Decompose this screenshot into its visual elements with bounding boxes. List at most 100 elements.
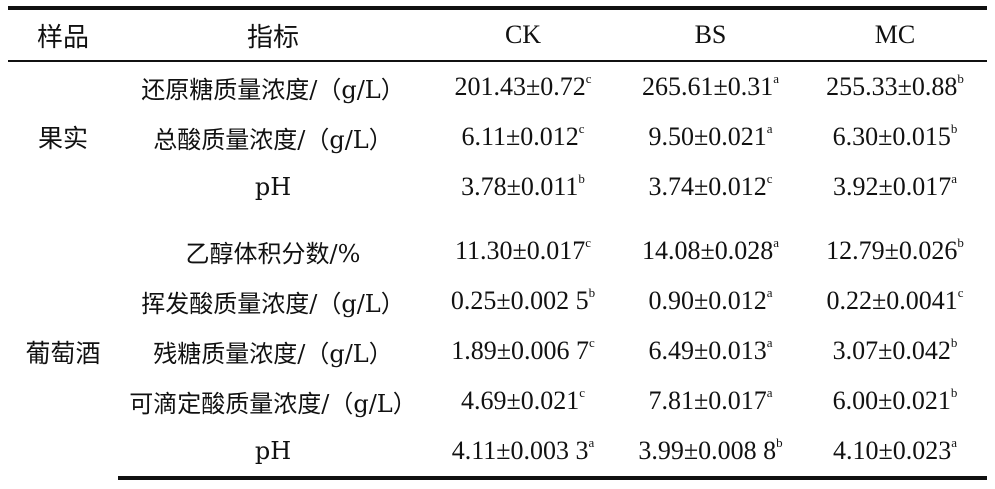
significance-letter: b xyxy=(950,335,958,350)
significance-letter: a xyxy=(951,435,958,450)
measured-value: 1.89±0.006 7 xyxy=(451,336,589,365)
measured-value: 3.92±0.017 xyxy=(832,172,952,201)
significance-letter: a xyxy=(766,285,773,300)
value-cell-ck: 201.43±0.72c xyxy=(428,61,618,112)
significance-letter: c xyxy=(585,235,592,250)
results-table: 样品 指标 CK BS MC 果实 还原糖质量浓度/（g/L） 201.43±0.7… xyxy=(8,6,987,480)
metric-cell: 残糖质量浓度/（g/L） xyxy=(153,339,393,368)
value-cell-bs: 7.81±0.017a xyxy=(618,376,803,426)
spacer-cell xyxy=(618,212,803,226)
measured-value: 3.78±0.011 xyxy=(461,172,579,201)
measured-value: 3.99±0.008 8 xyxy=(638,436,777,465)
measured-value: 4.11±0.003 3 xyxy=(451,436,589,465)
spacer-cell xyxy=(428,212,618,226)
measured-value: 255.33±0.88 xyxy=(826,72,958,101)
significance-letter: c xyxy=(579,385,586,400)
measured-value: 6.00±0.021 xyxy=(832,386,951,415)
significance-letter: a xyxy=(766,335,773,350)
measured-value: 0.25±0.002 5 xyxy=(450,286,589,315)
header-metric: 指标 xyxy=(246,22,299,52)
header-bs: BS xyxy=(694,20,727,49)
table-row: pH 4.11±0.003 3a 3.99±0.008 8b 4.10±0.023a xyxy=(8,426,987,480)
table-row: pH 3.78±0.011b 3.74±0.012c 3.92±0.017a xyxy=(8,162,987,212)
significance-letter: a xyxy=(773,71,780,86)
value-cell-bs: 3.74±0.012c xyxy=(618,162,803,212)
table-row: 可滴定酸质量浓度/（g/L） 4.69±0.021c 7.81±0.017a 6.00… xyxy=(8,376,987,426)
measured-value: 9.50±0.021 xyxy=(648,122,767,151)
significance-letter: a xyxy=(951,171,958,186)
metric-cell: pH xyxy=(254,173,292,201)
metric-cell: 挥发酸质量浓度/（g/L） xyxy=(141,289,405,318)
table-row: 总酸质量浓度/（g/L） 6.11±0.012c 9.50±0.021a 6.30±0… xyxy=(8,112,987,162)
significance-letter: b xyxy=(578,171,585,186)
value-cell-mc: 6.00±0.021b xyxy=(803,376,987,426)
measured-value: 265.61±0.31 xyxy=(641,72,774,101)
value-cell-mc: 255.33±0.88b xyxy=(803,61,987,112)
spacer-cell xyxy=(118,212,428,226)
spacer-cell xyxy=(8,212,118,226)
measured-value: 0.90±0.012 xyxy=(648,286,767,315)
table-header: 样品 指标 CK BS MC xyxy=(8,8,987,61)
significance-letter: a xyxy=(773,235,780,250)
measured-value: 6.11±0.012 xyxy=(461,122,579,151)
value-cell-bs: 0.90±0.012a xyxy=(618,276,803,326)
measured-value: 4.10±0.023 xyxy=(832,436,952,465)
sample-cell: 果实 xyxy=(37,124,88,153)
table-row: 果实 还原糖质量浓度/（g/L） 201.43±0.72c 265.61±0.31a 2… xyxy=(8,61,987,153)
metric-cell: 可滴定酸质量浓度/（g/L） xyxy=(129,389,417,418)
measured-value: 12.79±0.026 xyxy=(826,236,958,265)
value-cell-ck: 1.89±0.006 7c xyxy=(428,326,618,376)
value-cell-ck: 0.25±0.002 5b xyxy=(428,276,618,326)
significance-letter: a xyxy=(588,435,595,450)
value-cell-ck: 3.78±0.011b xyxy=(428,162,618,212)
measured-value: 201.43±0.72 xyxy=(454,72,586,101)
value-cell-mc: 4.10±0.023a xyxy=(803,426,987,480)
table-row: 残糖质量浓度/（g/L） 1.89±0.006 7c 6.49±0.013a 3.07… xyxy=(8,326,987,376)
measured-value: 4.69±0.021 xyxy=(460,386,580,415)
value-cell-ck: 4.11±0.003 3a xyxy=(428,426,618,480)
value-cell-ck: 6.11±0.012c xyxy=(428,112,618,162)
sample-cell: 葡萄酒 xyxy=(25,339,101,368)
measured-value: 6.30±0.015 xyxy=(832,122,951,151)
metric-cell: pH xyxy=(118,426,428,480)
measured-value: 7.81±0.017 xyxy=(648,386,767,415)
measured-value: 0.22±0.0041 xyxy=(826,286,958,315)
value-cell-bs: 14.08±0.028a xyxy=(618,226,803,276)
group-spacer xyxy=(8,212,987,226)
value-cell-mc: 6.30±0.015b xyxy=(803,112,987,162)
significance-letter: b xyxy=(588,285,596,300)
header-row: 样品 指标 CK BS MC xyxy=(8,8,987,61)
measured-value: 14.08±0.028 xyxy=(641,236,774,265)
header-sample: 样品 xyxy=(36,22,89,52)
table-row: 葡萄酒 乙醇体积分数/% 11.30±0.017c 14.08±0.028a 12.79… xyxy=(8,226,987,368)
table-body: 果实 还原糖质量浓度/（g/L） 201.43±0.72c 265.61±0.31a 2… xyxy=(8,61,987,480)
significance-letter: b xyxy=(950,385,958,400)
header-ck: CK xyxy=(504,20,542,49)
measured-value: 11.30±0.017 xyxy=(454,236,586,265)
value-cell-bs: 6.49±0.013a xyxy=(618,326,803,376)
value-cell-mc: 0.22±0.0041c xyxy=(803,276,987,326)
spacer-cell xyxy=(803,212,987,226)
significance-letter: c xyxy=(957,285,964,300)
significance-letter: a xyxy=(766,121,773,136)
significance-letter: b xyxy=(957,235,964,250)
value-cell-mc: 12.79±0.026b xyxy=(803,226,987,276)
significance-letter: b xyxy=(950,121,958,136)
measured-value: 3.74±0.012 xyxy=(648,172,767,201)
significance-letter: b xyxy=(776,435,783,450)
significance-letter: a xyxy=(766,385,773,400)
value-cell-bs: 9.50±0.021a xyxy=(618,112,803,162)
table-row: 挥发酸质量浓度/（g/L） 0.25±0.002 5b 0.90±0.012a 0.2… xyxy=(8,276,987,326)
metric-cell: 乙醇体积分数/% xyxy=(185,239,361,268)
value-cell-ck: 11.30±0.017c xyxy=(428,226,618,276)
measured-value: 6.49±0.013 xyxy=(648,336,767,365)
value-cell-mc: 3.92±0.017a xyxy=(803,162,987,212)
value-cell-mc: 3.07±0.042b xyxy=(803,326,987,376)
significance-letter: c xyxy=(766,171,773,186)
measured-value: 3.07±0.042 xyxy=(832,336,951,365)
metric-cell: 总酸质量浓度/（g/L） xyxy=(153,125,393,154)
metric-cell: 还原糖质量浓度/（g/L） xyxy=(141,75,405,104)
significance-letter: c xyxy=(578,121,585,136)
significance-letter: c xyxy=(585,71,592,86)
